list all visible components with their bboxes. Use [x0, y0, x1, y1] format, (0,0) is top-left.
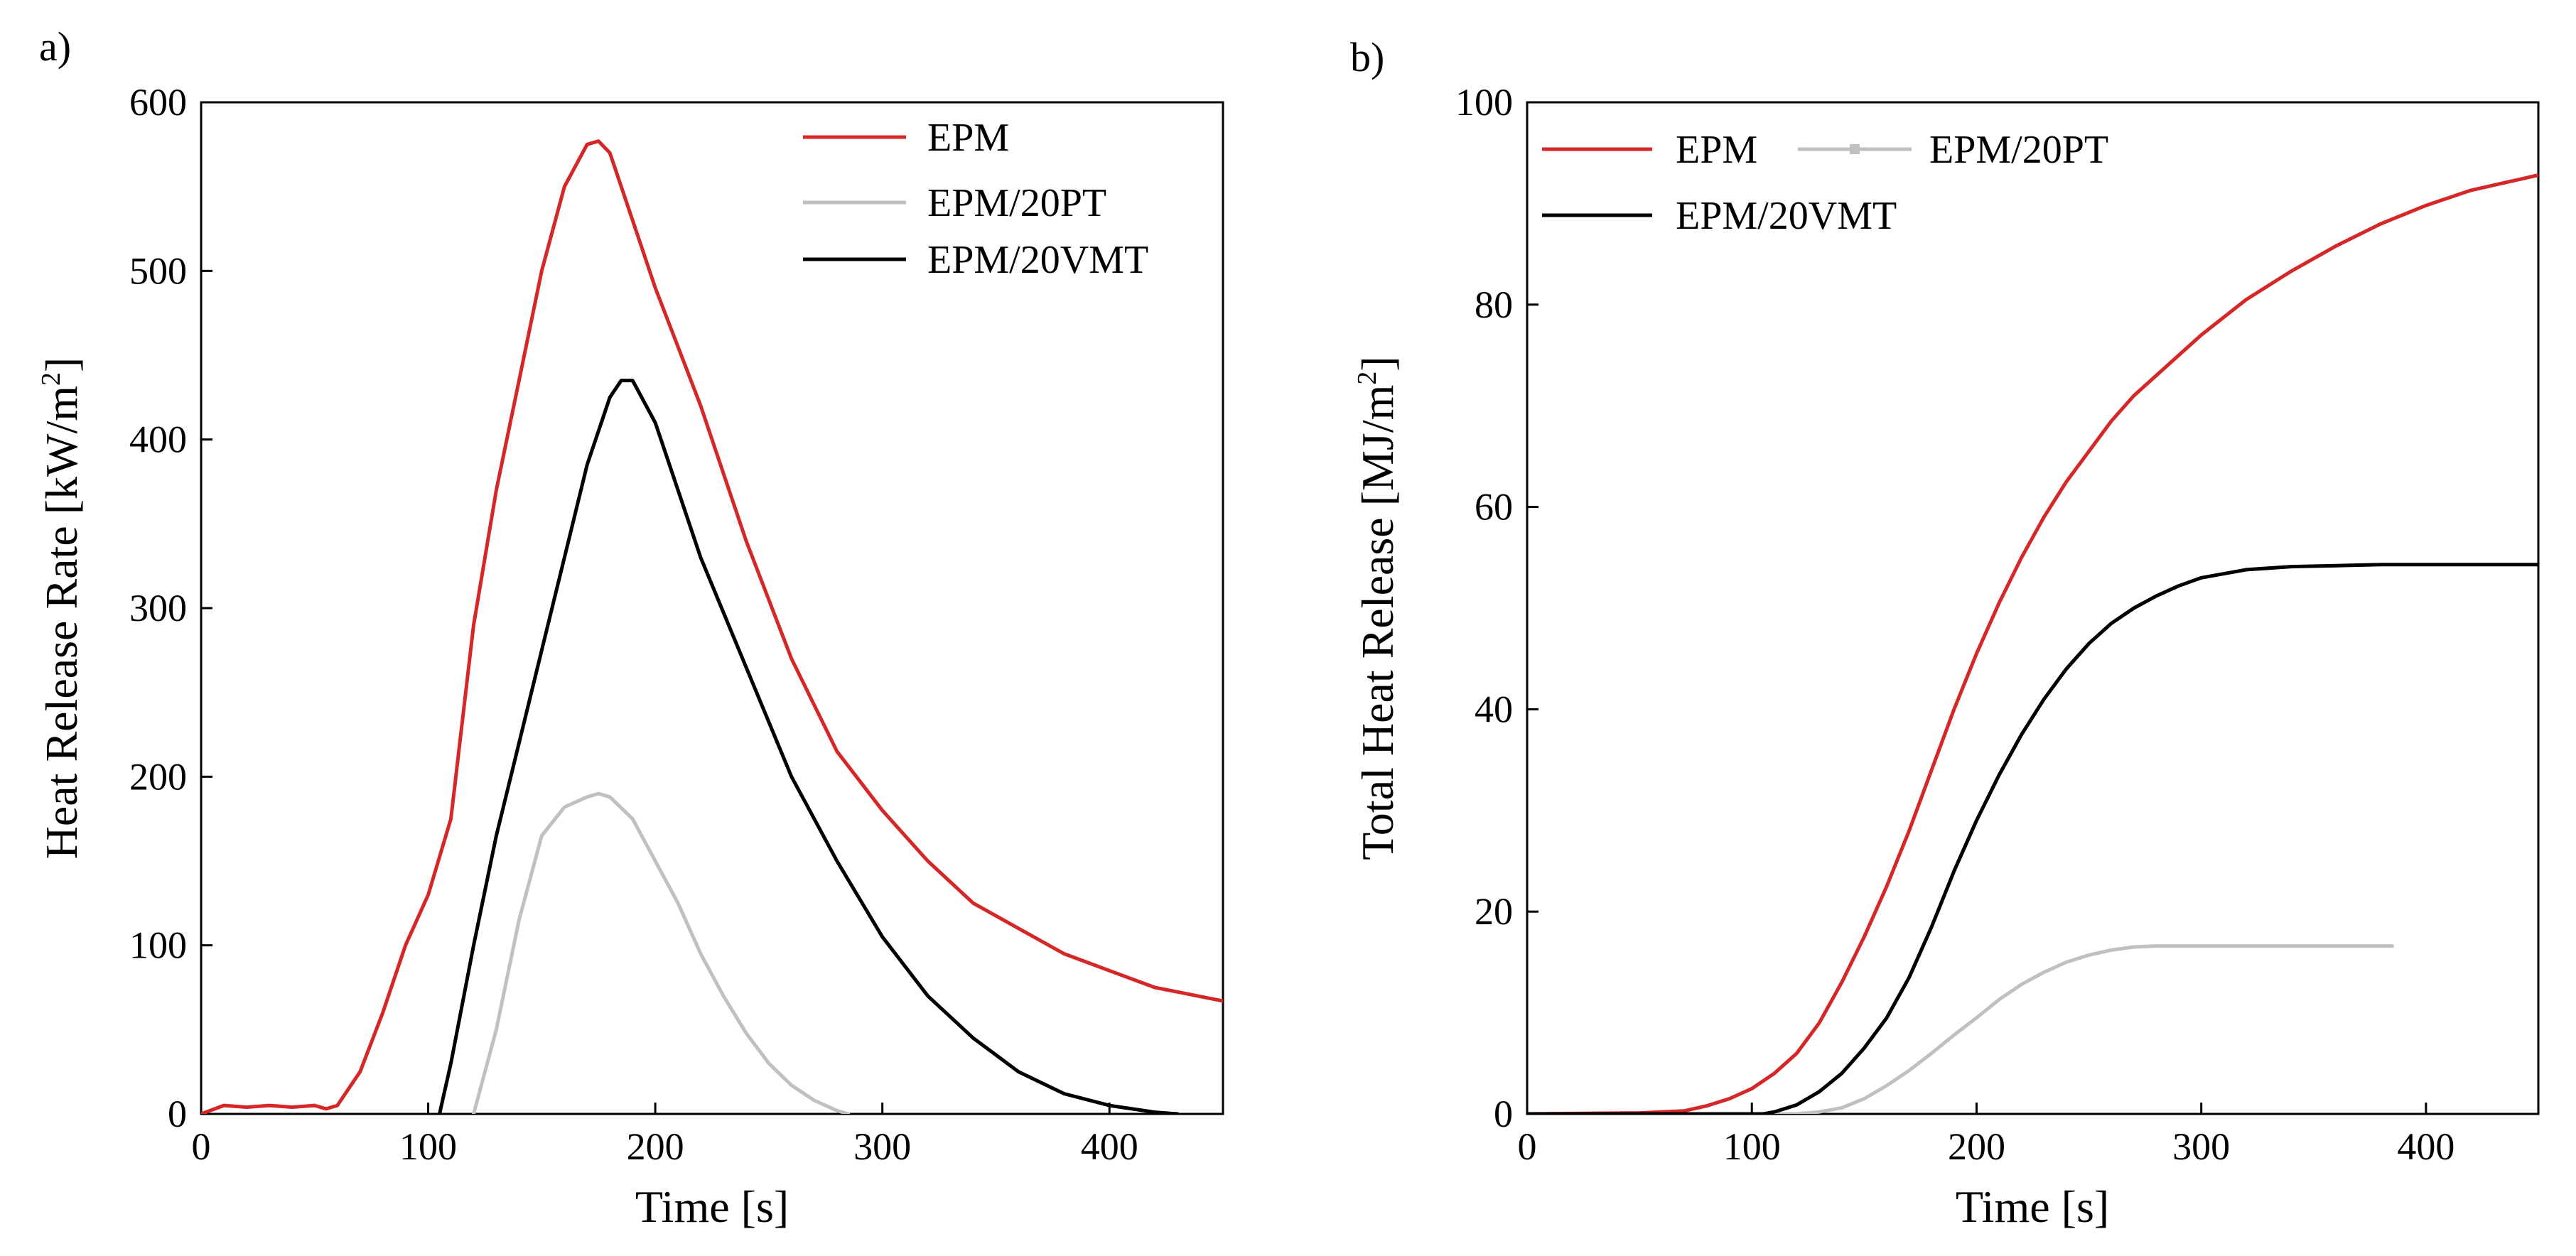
y-tick-label-b: 0	[1494, 1093, 1513, 1135]
legend-label-epm-b: EPM	[1676, 128, 1757, 172]
plot-frame-b	[1526, 101, 2540, 1115]
series-line-epm-a	[201, 139, 1223, 1114]
x-tick-label-a: 300	[853, 1125, 911, 1168]
series-line-epm20vmt-b	[1527, 563, 2538, 1114]
x-axis-title-a: Time [s]	[635, 1181, 789, 1232]
x-tick-label-a: 0	[192, 1125, 211, 1168]
legend-a: EPM EPM/20PT EPM/20VMT	[803, 116, 1148, 282]
legend-b: EPM EPM/20PT EPM/20VMT	[1542, 128, 2108, 238]
x-tick-label-a: 200	[627, 1125, 684, 1168]
x-tick-label-a: 100	[399, 1125, 457, 1168]
legend-label-epm20vmt-b: EPM/20VMT	[1676, 194, 1897, 238]
y-tick-label-b: 60	[1475, 486, 1513, 529]
y-tick-label-a: 100	[129, 924, 187, 967]
y-tick-label-a: 500	[129, 249, 187, 292]
y-axis-title-a: Heat Release Rate [kW/m2]	[36, 357, 87, 860]
legend-label-epm20pt-a: EPM/20PT	[927, 181, 1106, 225]
series-lines-b	[1527, 173, 2538, 1114]
y-tick-label-a: 0	[168, 1093, 187, 1135]
legend-label-epm20pt-b: EPM/20PT	[1929, 128, 2108, 172]
x-tick-label-b: 300	[2172, 1125, 2230, 1168]
series-line-epm20vmt-a	[438, 379, 1180, 1114]
axis-ticks-b: 0 100 200 300 400 0 20 40 60 80 100	[1455, 81, 2454, 1168]
legend-label-epm20vmt-a: EPM/20VMT	[927, 238, 1148, 282]
y-tick-label-a: 600	[129, 81, 187, 124]
series-lines-a	[201, 139, 1223, 1114]
legend-label-epm-a: EPM	[927, 116, 1009, 160]
y-tick-label-a: 400	[129, 418, 187, 461]
axis-ticks-a: 0 100 200 300 400 0 100 200 300 400 500 600	[129, 81, 1138, 1168]
y-axis-title-b: Total Heat Release [MJ/m2]	[1352, 356, 1403, 860]
chart-b: b) 0 100 200 300 400 0 20 40 60 80 100 Time [s] To…	[1350, 34, 2540, 1232]
panel-label-a: a)	[39, 23, 71, 70]
y-tick-label-b: 100	[1455, 81, 1513, 124]
x-tick-label-b: 0	[1518, 1125, 1537, 1168]
x-axis-title-b: Time [s]	[1956, 1181, 2109, 1232]
legend-marker-epm20pt-b	[1850, 144, 1860, 154]
x-tick-label-b: 400	[2397, 1125, 2454, 1168]
x-tick-label-b: 200	[1948, 1125, 2005, 1168]
x-tick-label-b: 100	[1723, 1125, 1781, 1168]
x-tick-label-a: 400	[1081, 1125, 1138, 1168]
y-tick-label-a: 300	[129, 587, 187, 629]
y-tick-label-b: 20	[1475, 890, 1513, 933]
chart-a: a) 0 100 200 300 400 0 100 200 300 400 500 600 Time…	[36, 23, 1224, 1232]
series-line-epm20pt-b	[1527, 944, 2394, 1114]
y-tick-label-a: 200	[129, 755, 187, 798]
series-line-epm20pt-a	[472, 791, 851, 1114]
series-line-epm-b	[1527, 173, 2538, 1114]
y-tick-label-b: 80	[1475, 283, 1513, 326]
y-tick-label-b: 40	[1475, 688, 1513, 730]
panel-label-b: b)	[1350, 34, 1384, 80]
